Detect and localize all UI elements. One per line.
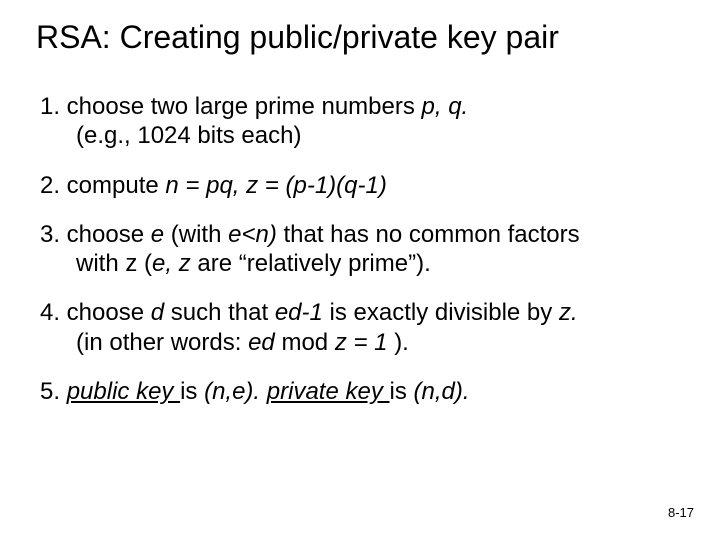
s3f: with z ( [76,250,152,277]
s3d: e<n) [228,221,283,248]
step-2: 2. compute n = pq, z = (p-1)(q-1) [40,171,688,200]
step1-line2: (e.g., 1024 bits each) [40,121,688,150]
s3e: that has no common factors [283,221,579,248]
s4h: ed [248,329,281,356]
s4a: 4. choose [40,299,151,326]
s3h: are “relatively prime”). [197,250,430,277]
s4b: d [151,299,171,326]
s5c: is [180,378,204,405]
s4f: z. [559,299,578,326]
page-number: 8-17 [668,505,694,520]
s5h: (n,d). [413,378,469,405]
step-1: 1. choose two large prime numbers p, q. … [40,92,688,151]
s5d: (n,e). [204,378,267,405]
s5a: 5. [40,378,67,405]
s4g: (in other words: [76,329,248,356]
s5g: is [389,378,413,405]
step1-text: 1. choose two large prime numbers [40,93,422,120]
step-5: 5. public key is (n,e). private key is (… [40,377,688,406]
step-4: 4. choose d such that ed-1 is exactly di… [40,298,688,357]
s3b: e [151,221,171,248]
s4i: mod [281,329,334,356]
s3c: (with [171,221,228,248]
s4k: ). [394,329,409,356]
s3g: e, z [152,250,197,277]
slide-body: 1. choose two large prime numbers p, q. … [40,92,688,426]
slide-title: RSA: Creating public/private key pair [36,18,559,56]
step2-pre: 2. compute [40,172,165,199]
s4c: such that [171,299,275,326]
step-3: 3. choose e (with e<n) that has no commo… [40,220,688,279]
s4e: is exactly divisible by [330,299,559,326]
s3a: 3. choose [40,221,151,248]
slide: RSA: Creating public/private key pair 1.… [0,0,720,540]
s4j: z = 1 [335,329,394,356]
step2-ital: n = pq, z = (p-1)(q-1) [165,172,386,199]
s5f: private key [267,378,390,405]
s5b: public key [67,378,180,405]
s4d: ed-1 [275,299,330,326]
step1-ital: p, q. [422,93,469,120]
